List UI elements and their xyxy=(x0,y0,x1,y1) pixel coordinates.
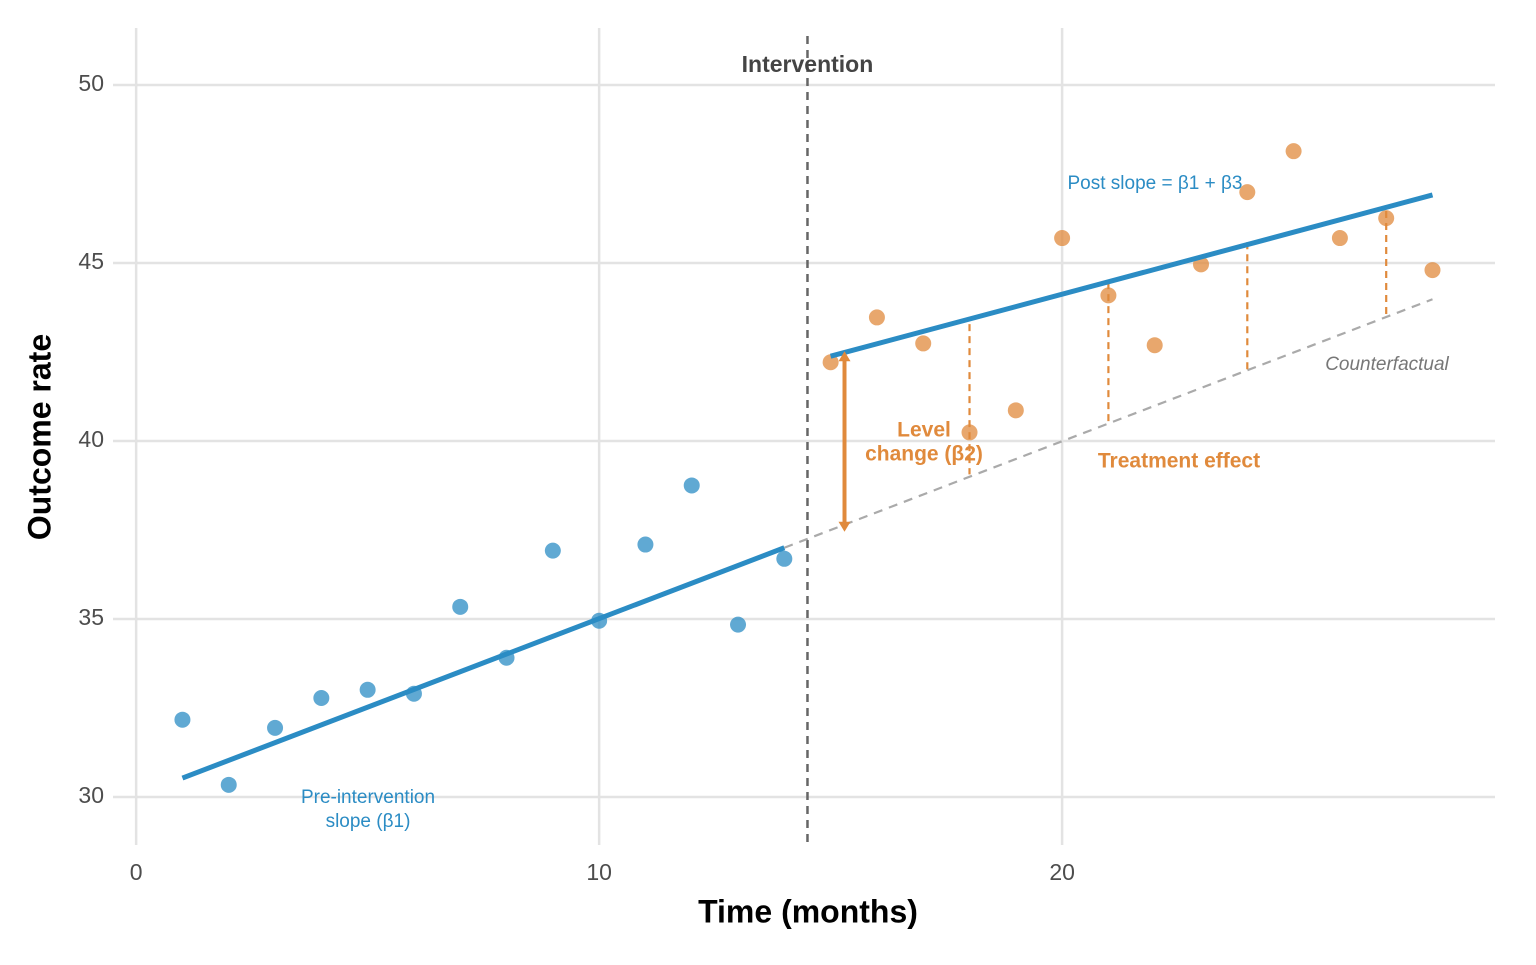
y-axis-title: Outcome rate xyxy=(21,334,57,540)
y-tick-label: 45 xyxy=(78,248,104,274)
data-point xyxy=(1285,143,1302,160)
data-point xyxy=(915,335,932,352)
data-point xyxy=(267,719,284,736)
y-tick-label: 40 xyxy=(78,426,104,452)
data-point xyxy=(868,309,885,326)
data-point xyxy=(1007,402,1024,419)
slope-annotation: Pre-intervention xyxy=(301,787,435,808)
data-point xyxy=(822,354,839,371)
data-point xyxy=(1331,230,1348,247)
data-point xyxy=(776,550,793,567)
x-tick-label: 10 xyxy=(586,859,612,885)
slope-annotation: slope (β1) xyxy=(326,811,411,832)
data-point xyxy=(1239,184,1256,201)
data-point xyxy=(452,598,469,615)
arrow-head xyxy=(838,351,851,362)
level-change-label: Level xyxy=(897,419,951,442)
data-point xyxy=(313,689,330,706)
x-axis-title: Time (months) xyxy=(698,893,918,929)
y-tick-label: 30 xyxy=(78,782,104,808)
data-point xyxy=(174,711,191,728)
treatment-effect-label: Treatment effect xyxy=(1098,450,1260,473)
data-point xyxy=(683,477,700,494)
counterfactual-label: Counterfactual xyxy=(1325,354,1449,375)
y-tick-label: 35 xyxy=(78,604,104,630)
x-tick-label: 20 xyxy=(1049,859,1075,885)
data-point xyxy=(1146,337,1163,354)
data-point xyxy=(544,542,561,559)
fit-line xyxy=(181,545,786,781)
counterfactual-line xyxy=(783,298,1433,549)
x-tick-label: 0 xyxy=(130,859,143,885)
arrow-head xyxy=(838,521,851,532)
slope-annotation: Post slope = β1 + β3 xyxy=(1067,173,1242,194)
data-point xyxy=(1378,210,1395,227)
data-point xyxy=(1054,230,1071,247)
data-point xyxy=(220,776,237,793)
y-tick-label: 50 xyxy=(78,70,104,96)
level-change-label: change (β2) xyxy=(865,443,983,466)
data-point xyxy=(730,616,747,633)
fit-line xyxy=(829,192,1434,359)
data-point xyxy=(1100,287,1117,304)
data-point xyxy=(1424,262,1441,279)
intervention-label: Intervention xyxy=(742,51,874,77)
data-point xyxy=(637,536,654,553)
data-point xyxy=(359,681,376,698)
data-point xyxy=(961,424,978,441)
